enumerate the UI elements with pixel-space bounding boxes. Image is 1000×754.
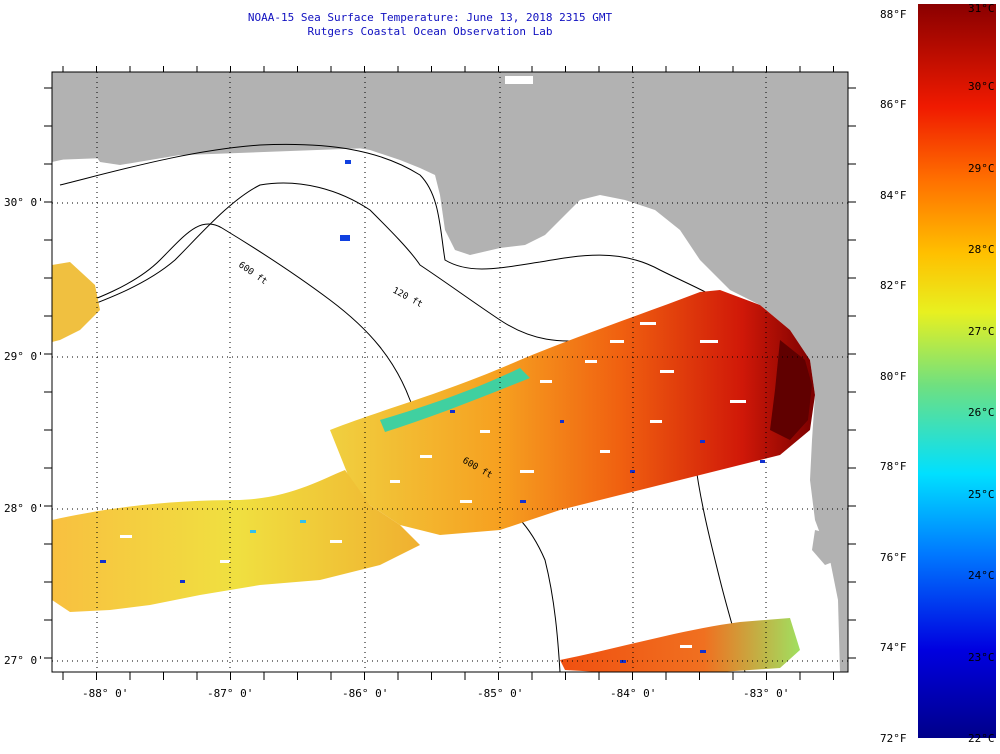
cb-c-22: 22°C xyxy=(968,732,995,745)
lon-label-86: -86° 0' xyxy=(342,687,389,700)
map-frame xyxy=(51,71,849,673)
cb-f-88: 88°F xyxy=(880,8,907,21)
land-west xyxy=(52,72,95,162)
cb-f-72: 72°F xyxy=(880,732,907,745)
sst-swath-nw xyxy=(52,262,100,342)
contour-600ft xyxy=(51,223,561,673)
map-subtitle: Rutgers Coastal Ocean Observation Lab xyxy=(307,25,553,38)
cb-c-23: 23°C xyxy=(968,651,995,664)
lon-label-83: -83° 0' xyxy=(743,687,790,700)
sst-swath-north-edge xyxy=(380,368,530,432)
cb-f-82: 82°F xyxy=(880,279,907,292)
land-gulf-coast xyxy=(52,72,848,672)
lon-label-84: -84° 0' xyxy=(610,687,657,700)
map-title: NOAA-15 Sea Surface Temperature: June 13… xyxy=(247,11,613,24)
lat-label-30: 30° 0' xyxy=(4,196,44,209)
graticule xyxy=(52,72,848,672)
contour-coast-shelf xyxy=(59,143,761,331)
cb-c-24: 24°C xyxy=(968,569,995,582)
sst-noise xyxy=(100,76,765,663)
lon-label-88: -88° 0' xyxy=(82,687,129,700)
lon-label-87: -87° 0' xyxy=(207,687,254,700)
cb-f-78: 78°F xyxy=(880,460,907,473)
cb-c-30: 30°C xyxy=(968,80,995,93)
lat-label-29: 29° 0' xyxy=(4,350,44,363)
cb-f-80: 80°F xyxy=(880,370,907,383)
sst-coast-dark xyxy=(770,340,812,440)
cb-f-86: 86°F xyxy=(880,98,907,111)
cb-c-28: 28°C xyxy=(968,243,995,256)
cb-c-25: 25°C xyxy=(968,488,995,501)
cb-f-76: 76°F xyxy=(880,551,907,564)
colorbar xyxy=(918,4,996,738)
cb-c-27: 27°C xyxy=(968,325,995,338)
lon-label-85: -85° 0' xyxy=(477,687,524,700)
sst-swath-west xyxy=(52,470,420,612)
cb-f-84: 84°F xyxy=(880,189,907,202)
cb-c-26: 26°C xyxy=(968,406,995,419)
cb-c-29: 29°C xyxy=(968,162,995,175)
sst-swath-main xyxy=(330,290,815,535)
land-southeast xyxy=(812,530,838,565)
lat-label-28: 28° 0' xyxy=(4,502,44,515)
frame-ticks xyxy=(44,66,856,680)
lat-label-27: 27° 0' xyxy=(4,654,44,667)
cb-f-74: 74°F xyxy=(880,641,907,654)
cb-c-31: 31°C xyxy=(968,2,995,15)
